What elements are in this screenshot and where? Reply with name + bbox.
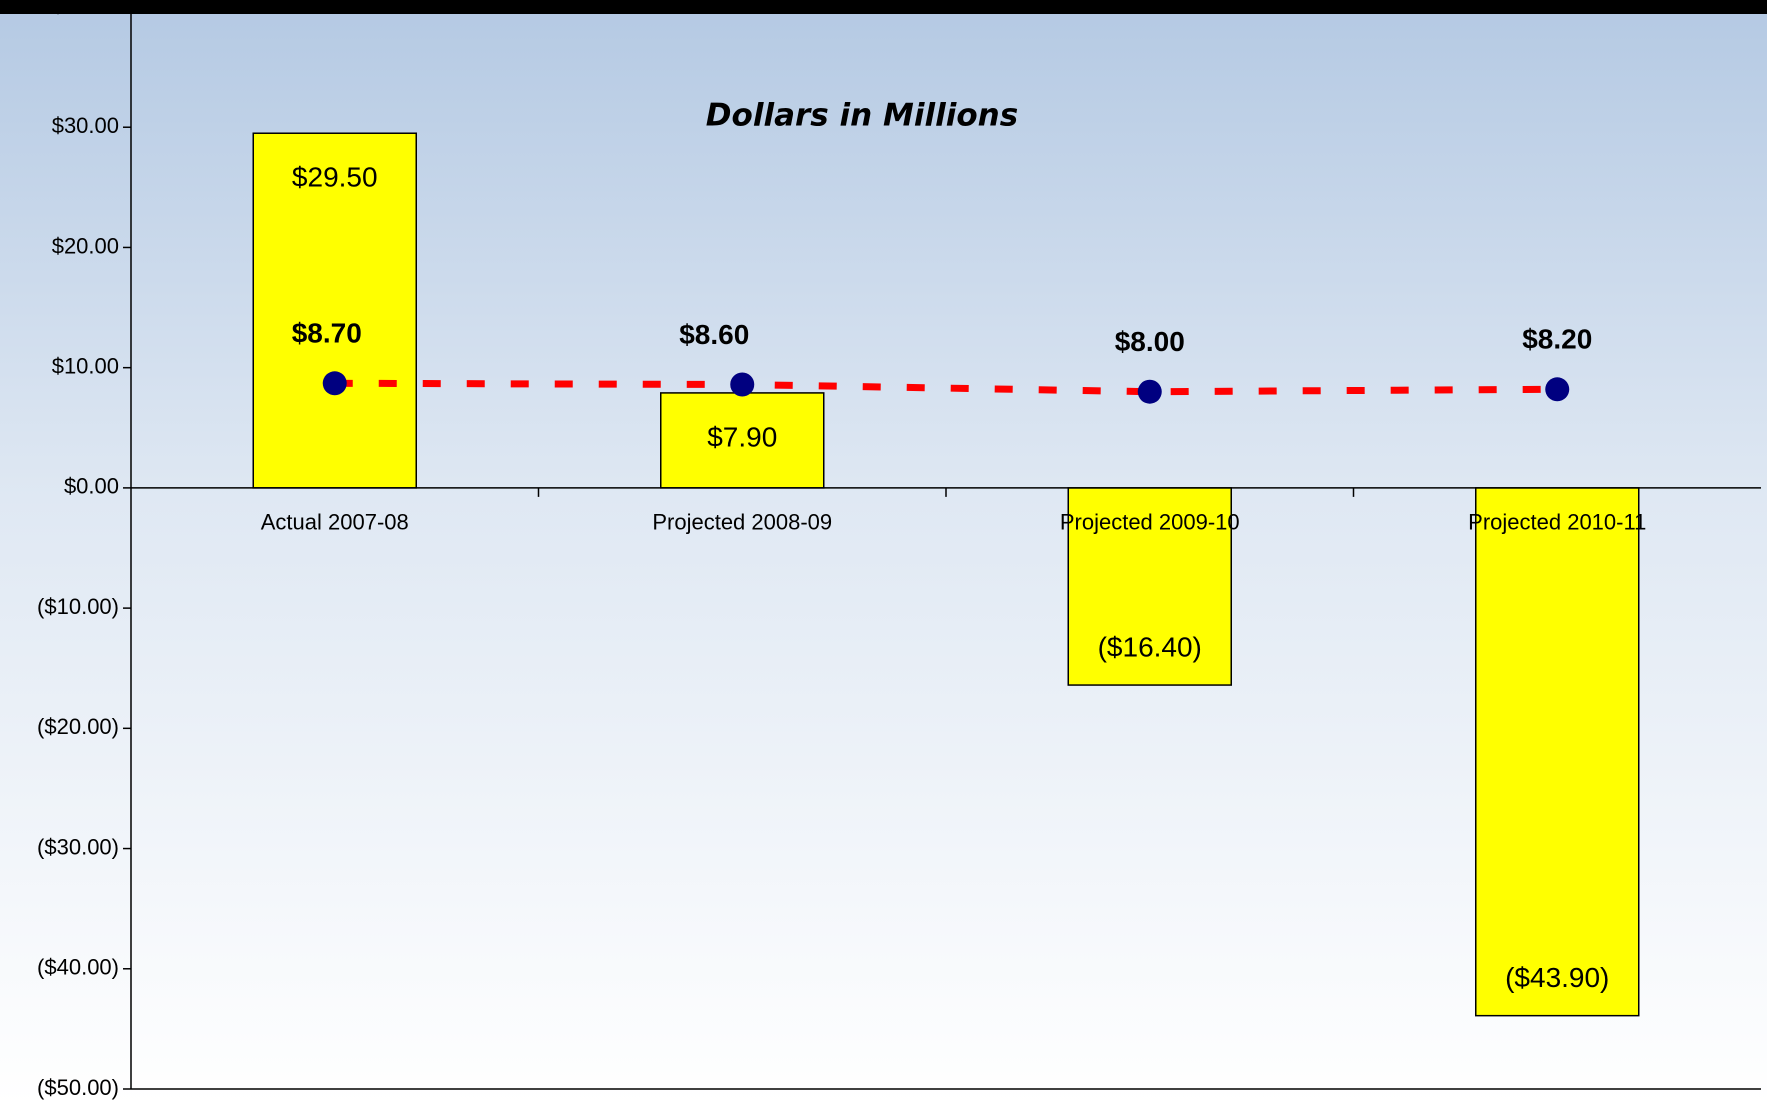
bar [1476, 488, 1639, 1016]
line-value-label: $8.00 [1115, 326, 1185, 357]
y-tick-label: ($50.00) [37, 1075, 119, 1100]
line-point [323, 371, 347, 395]
bar-value-label: $7.90 [707, 421, 777, 452]
bar-value-label: ($43.90) [1505, 962, 1609, 993]
y-tick-label: ($20.00) [37, 714, 119, 739]
bar-value-label: $29.50 [292, 162, 378, 193]
line-value-label: $8.60 [679, 319, 749, 350]
y-tick-label: $30.00 [52, 113, 119, 138]
bar-value-label: ($16.40) [1098, 631, 1202, 662]
y-tick-label: ($10.00) [37, 594, 119, 619]
chart-title: Dollars in Millions [706, 98, 1018, 134]
x-tick-label: Projected 2009-10 [1060, 510, 1240, 535]
line-value-label: $8.70 [292, 318, 362, 349]
y-tick-label: ($30.00) [37, 834, 119, 859]
line-point [730, 372, 754, 396]
y-tick-label: $10.00 [52, 353, 119, 378]
top-bar [0, 0, 1767, 14]
y-tick-label: ($40.00) [37, 955, 119, 980]
y-tick-label: $0.00 [64, 474, 119, 499]
x-tick-label: Actual 2007-08 [261, 510, 409, 535]
line-value-label: $8.20 [1522, 324, 1592, 355]
line-point [1138, 380, 1162, 404]
y-tick-label: $20.00 [52, 233, 119, 258]
line-point [1545, 377, 1569, 401]
chart: ($50.00) ($40.00) ($30.00) ($20.00) ($10.00)… [0, 0, 1767, 1104]
x-tick-label: Projected 2010-11 [1468, 510, 1646, 535]
x-tick-label: Projected 2008-09 [652, 510, 832, 535]
page: ($50.00) ($40.00) ($30.00) ($20.00) ($10.00)… [0, 0, 1767, 1104]
